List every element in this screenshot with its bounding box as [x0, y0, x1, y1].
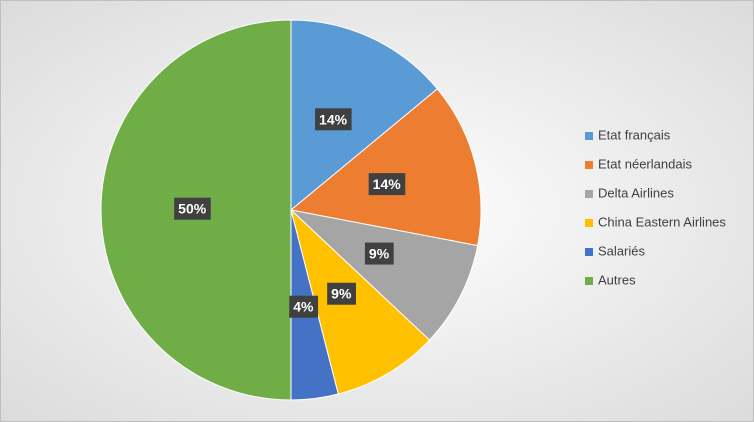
- legend-label: Etat néerlandais: [598, 156, 692, 171]
- data-label: 14%: [373, 176, 402, 192]
- data-label-box: [327, 282, 356, 305]
- legend-label: Etat français: [598, 127, 671, 142]
- legend-label: Delta Airlines: [598, 185, 674, 200]
- legend-swatch: [585, 161, 593, 169]
- data-label-box: [364, 242, 394, 265]
- data-label-box: [174, 197, 211, 220]
- data-label-box: [315, 108, 352, 131]
- legend-swatch: [585, 277, 593, 285]
- legend-swatch: [585, 132, 593, 140]
- data-label: 9%: [369, 246, 390, 262]
- data-label: 9%: [331, 286, 352, 302]
- data-label-box: [368, 173, 406, 196]
- pie-slice: [290, 19, 439, 212]
- legend-swatch: [585, 190, 593, 198]
- legend-swatch: [585, 219, 593, 227]
- data-label: 4%: [293, 299, 314, 315]
- pie-slice: [289, 209, 479, 341]
- legend-label: Salariés: [598, 243, 645, 258]
- pie-slice: [290, 208, 431, 395]
- data-label: 14%: [319, 111, 348, 127]
- legend-swatch: [585, 248, 593, 256]
- data-label-box: [289, 295, 319, 318]
- legend-label: China Eastern Airlines: [598, 214, 726, 229]
- legend-label: Autres: [598, 272, 636, 287]
- data-label: 50%: [178, 201, 207, 217]
- pie-slice: [289, 88, 482, 247]
